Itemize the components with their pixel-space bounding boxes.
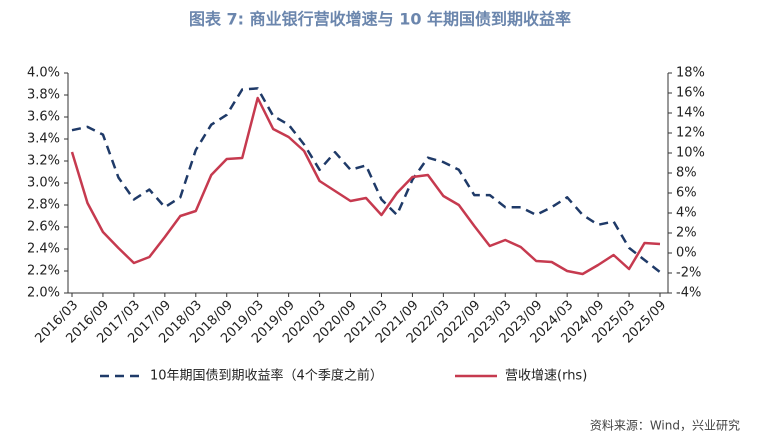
y2-tick-label: 16% [676, 86, 705, 101]
y-tick-label: 3.0% [27, 176, 60, 191]
series-line [71, 87, 661, 274]
y2-tick-label: 10% [676, 146, 705, 161]
y-tick-label: 2.0% [27, 286, 60, 301]
y-tick-label: 2.6% [27, 220, 60, 235]
y-tick-label: 3.8% [27, 88, 60, 103]
source-note: 资料来源：Wind，兴业研究 [590, 418, 740, 433]
y-tick-label: 3.6% [27, 110, 60, 125]
y2-tick-label: 18% [676, 66, 705, 81]
legend-label: 营收增速(rhs) [505, 369, 587, 384]
legend-label: 10年期国债到期收益率（4个季度之前） [150, 368, 383, 384]
y-tick-label: 3.2% [27, 154, 60, 169]
y-tick-label: 2.8% [27, 198, 60, 213]
y2-tick-label: 8% [676, 166, 697, 181]
y2-tick-label: -2% [676, 266, 701, 281]
y2-tick-label: 2% [676, 226, 697, 241]
y2-tick-label: 6% [676, 186, 697, 201]
y2-tick-label: 14% [676, 106, 705, 121]
y2-tick-label: 12% [676, 126, 705, 141]
y-tick-label: 3.4% [27, 132, 60, 147]
y-tick-label: 2.4% [27, 242, 60, 257]
y2-tick-label: 4% [676, 206, 697, 221]
y2-tick-label: -4% [676, 286, 701, 301]
y-tick-label: 4.0% [27, 66, 60, 81]
series-line [70, 96, 661, 276]
chart-title: 图表 7: 商业银行营收增速与 10 年期国债到期收益率 [189, 10, 571, 29]
y2-tick-label: 0% [676, 246, 697, 261]
y-tick-label: 2.2% [27, 264, 60, 279]
